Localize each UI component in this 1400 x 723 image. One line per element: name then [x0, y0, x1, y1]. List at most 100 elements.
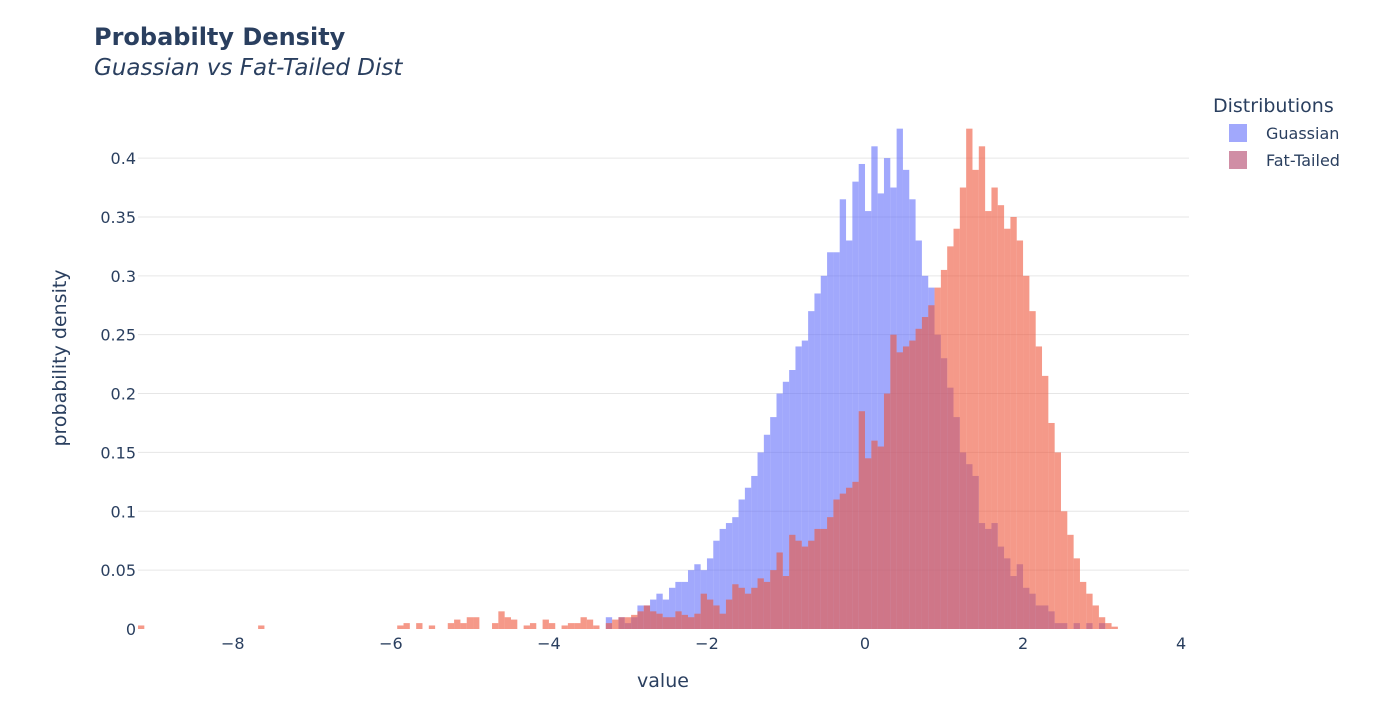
- bar-fat-tailed[interactable]: [833, 499, 840, 630]
- bar-fat-tailed[interactable]: [751, 587, 758, 629]
- bar-guassian[interactable]: [656, 593, 663, 629]
- bar-fat-tailed[interactable]: [624, 617, 632, 629]
- bar-fat-tailed[interactable]: [713, 605, 720, 629]
- bar-fat-tailed[interactable]: [700, 593, 707, 629]
- bar-fat-tailed[interactable]: [1004, 228, 1011, 629]
- bar-fat-tailed[interactable]: [504, 617, 511, 629]
- bar-fat-tailed[interactable]: [580, 617, 587, 629]
- bar-guassian[interactable]: [871, 146, 878, 629]
- bar-guassian[interactable]: [770, 417, 777, 629]
- bar-fat-tailed[interactable]: [258, 625, 265, 629]
- bar-fat-tailed[interactable]: [662, 617, 670, 629]
- legend-item-fat-tailed[interactable]: Fat-Tailed: [1229, 151, 1340, 170]
- bar-fat-tailed[interactable]: [567, 623, 575, 629]
- bar-fat-tailed[interactable]: [1042, 375, 1049, 629]
- bar-fat-tailed[interactable]: [618, 617, 625, 629]
- bar-fat-tailed[interactable]: [492, 623, 499, 629]
- bar-fat-tailed[interactable]: [650, 611, 657, 629]
- bar-fat-tailed[interactable]: [915, 328, 922, 629]
- bar-guassian[interactable]: [852, 181, 859, 630]
- bar-fat-tailed[interactable]: [1060, 511, 1068, 629]
- bar-guassian[interactable]: [865, 211, 872, 629]
- bar-fat-tailed[interactable]: [706, 599, 714, 629]
- bar-fat-tailed[interactable]: [959, 187, 967, 630]
- bar-fat-tailed[interactable]: [529, 623, 537, 629]
- bar-fat-tailed[interactable]: [656, 613, 663, 629]
- bar-fat-tailed[interactable]: [890, 334, 897, 629]
- bar-fat-tailed[interactable]: [966, 128, 973, 629]
- bar-fat-tailed[interactable]: [719, 613, 726, 629]
- bar-fat-tailed[interactable]: [808, 540, 815, 629]
- bar-fat-tailed[interactable]: [839, 493, 847, 629]
- bar-guassian[interactable]: [808, 311, 815, 629]
- bar-fat-tailed[interactable]: [681, 614, 688, 629]
- bar-fat-tailed[interactable]: [1067, 534, 1074, 629]
- bar-fat-tailed[interactable]: [687, 617, 695, 629]
- bar-fat-tailed[interactable]: [1010, 216, 1017, 630]
- bar-fat-tailed[interactable]: [1086, 593, 1093, 629]
- bar-guassian[interactable]: [681, 581, 688, 629]
- bar-guassian[interactable]: [675, 581, 682, 629]
- bar-guassian[interactable]: [706, 558, 714, 629]
- bar-fat-tailed[interactable]: [416, 623, 423, 629]
- bar-fat-tailed[interactable]: [997, 205, 1005, 629]
- bar-fat-tailed[interactable]: [593, 625, 600, 629]
- bar-guassian[interactable]: [738, 499, 745, 630]
- bar-fat-tailed[interactable]: [789, 534, 796, 629]
- bar-fat-tailed[interactable]: [1035, 346, 1043, 629]
- bar-fat-tailed[interactable]: [428, 625, 436, 629]
- bar-guassian[interactable]: [820, 275, 828, 629]
- bar-guassian[interactable]: [795, 346, 802, 629]
- bar-guassian[interactable]: [789, 370, 796, 629]
- bar-fat-tailed[interactable]: [985, 211, 992, 629]
- bar-guassian[interactable]: [814, 293, 821, 629]
- bar-guassian[interactable]: [858, 163, 866, 629]
- bar-fat-tailed[interactable]: [466, 617, 474, 629]
- bar-guassian[interactable]: [839, 199, 847, 629]
- bar-fat-tailed[interactable]: [454, 619, 461, 629]
- bar-fat-tailed[interactable]: [612, 619, 619, 629]
- bar-fat-tailed[interactable]: [858, 411, 866, 629]
- bar-fat-tailed[interactable]: [928, 305, 935, 629]
- bar-guassian[interactable]: [725, 523, 733, 629]
- bar-fat-tailed[interactable]: [978, 146, 986, 629]
- bar-guassian[interactable]: [877, 193, 884, 629]
- bar-guassian[interactable]: [687, 570, 695, 629]
- bar-guassian[interactable]: [744, 487, 752, 629]
- bar-fat-tailed[interactable]: [561, 625, 568, 629]
- bar-fat-tailed[interactable]: [675, 611, 682, 629]
- bar-fat-tailed[interactable]: [801, 546, 809, 629]
- bar-guassian[interactable]: [694, 564, 701, 629]
- bar-guassian[interactable]: [751, 475, 758, 629]
- bar-fat-tailed[interactable]: [138, 625, 145, 629]
- bar-fat-tailed[interactable]: [1054, 452, 1061, 629]
- bar-guassian[interactable]: [763, 434, 771, 629]
- bar-guassian[interactable]: [669, 587, 676, 629]
- bar-fat-tailed[interactable]: [763, 581, 771, 629]
- bar-fat-tailed[interactable]: [586, 619, 594, 629]
- bar-fat-tailed[interactable]: [865, 458, 872, 629]
- bar-fat-tailed[interactable]: [1111, 626, 1118, 629]
- bar-fat-tailed[interactable]: [934, 287, 941, 629]
- bar-guassian[interactable]: [833, 252, 840, 630]
- bar-fat-tailed[interactable]: [1023, 275, 1030, 629]
- bar-fat-tailed[interactable]: [820, 528, 828, 629]
- bar-fat-tailed[interactable]: [827, 517, 834, 629]
- bar-fat-tailed[interactable]: [770, 570, 777, 629]
- bar-fat-tailed[interactable]: [972, 169, 979, 629]
- bar-fat-tailed[interactable]: [473, 617, 480, 629]
- bar-fat-tailed[interactable]: [795, 540, 802, 629]
- bar-guassian[interactable]: [827, 252, 834, 630]
- bar-fat-tailed[interactable]: [871, 440, 878, 629]
- bar-fat-tailed[interactable]: [877, 446, 884, 629]
- bar-fat-tailed[interactable]: [397, 625, 404, 629]
- bar-fat-tailed[interactable]: [947, 246, 954, 630]
- bar-fat-tailed[interactable]: [447, 623, 455, 629]
- bar-fat-tailed[interactable]: [725, 599, 733, 629]
- bar-guassian[interactable]: [776, 393, 783, 629]
- bar-fat-tailed[interactable]: [896, 352, 903, 629]
- bar-guassian[interactable]: [719, 528, 726, 629]
- bar-fat-tailed[interactable]: [921, 317, 929, 629]
- bar-guassian[interactable]: [782, 381, 790, 629]
- bar-fat-tailed[interactable]: [498, 611, 505, 629]
